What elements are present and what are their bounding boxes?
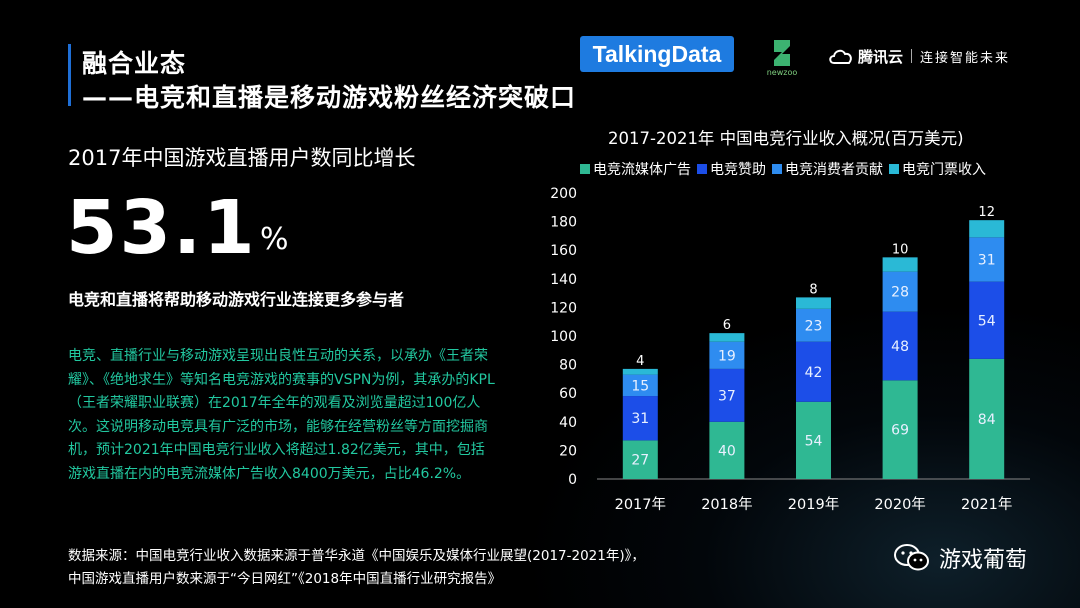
data-label: 23 bbox=[805, 318, 823, 334]
bar-segment bbox=[709, 333, 745, 342]
bar-segment bbox=[622, 374, 658, 397]
data-label: 27 bbox=[631, 453, 649, 469]
x-tick-label: 2021年 bbox=[961, 496, 1012, 513]
x-tick-label: 2018年 bbox=[701, 496, 752, 513]
legend-item: 电竞流媒体广告 bbox=[580, 159, 691, 179]
data-label: 6 bbox=[723, 318, 731, 333]
bar-segment bbox=[796, 308, 831, 342]
description-paragraph: 电竞、直播行业与移动游戏呈现出良性互动的关系，以承办《王者荣耀》、《绝地求生》等… bbox=[68, 348, 495, 482]
logo-divider bbox=[911, 49, 913, 63]
bar-segment bbox=[882, 380, 918, 479]
stacked-bar-chart: 0 20 40 60 80 100 120 140 160 180 200 27 31 15 4 2017年 4… bbox=[550, 186, 1030, 513]
bar-segment bbox=[796, 297, 831, 309]
bar-segment bbox=[882, 311, 918, 381]
y-tick-label: 140 bbox=[550, 272, 577, 288]
data-source-note: 数据来源：中国电竞行业收入数据来源于普华永道《中国娱乐及媒体行业展望(2017-… bbox=[68, 545, 645, 591]
page-title: 融合业态 bbox=[82, 49, 187, 78]
legend-item: 电竞赞助 bbox=[697, 159, 766, 179]
x-tick-label: 2017年 bbox=[615, 496, 666, 513]
y-tick-label: 20 bbox=[559, 443, 577, 459]
y-tick-label: 120 bbox=[550, 300, 577, 316]
data-label: 15 bbox=[631, 378, 649, 394]
bar-segment bbox=[622, 440, 658, 479]
y-tick-label: 80 bbox=[559, 358, 577, 374]
chart-title: 2017-2021年 中国电竞行业收入概况(百万美元) bbox=[608, 129, 964, 148]
chart-legend: 电竞流媒体广告 电竞赞助 电竞消费者贡献 电竞门票收入 bbox=[580, 159, 992, 179]
y-tick-label: 0 bbox=[568, 472, 577, 488]
source-line-1: 数据来源：中国电竞行业收入数据来源于普华永道《中国娱乐及媒体行业展望(2017-… bbox=[68, 548, 645, 564]
stat-label: 2017年中国游戏直播用户数同比增长 bbox=[68, 146, 416, 170]
x-tick-label: 2020年 bbox=[874, 496, 925, 513]
bar-segment bbox=[969, 358, 1005, 479]
y-tick-label: 100 bbox=[550, 329, 577, 345]
bar-segment bbox=[709, 341, 745, 369]
data-label: 48 bbox=[891, 339, 909, 355]
data-label: 8 bbox=[809, 282, 817, 297]
data-label: 19 bbox=[718, 348, 736, 364]
wechat-icon bbox=[894, 544, 929, 571]
legend-label: 电竞消费者贡献 bbox=[785, 162, 883, 178]
newzoo-logo-icon bbox=[774, 40, 790, 66]
legend-swatch bbox=[697, 164, 707, 174]
data-label: 42 bbox=[805, 365, 823, 381]
page-subtitle: ——电竞和直播是移动游戏粉丝经济突破口 bbox=[82, 83, 577, 112]
data-label: 37 bbox=[718, 388, 736, 404]
tencent-cloud-name: 腾讯云 bbox=[858, 47, 904, 66]
y-tick-label: 200 bbox=[550, 186, 577, 202]
tencent-cloud-logo: 腾讯云 连接智能未来 bbox=[828, 44, 1010, 68]
data-label: 31 bbox=[631, 411, 649, 427]
newzoo-logo-text: newzoo bbox=[766, 68, 798, 77]
data-label: 40 bbox=[718, 443, 736, 459]
source-line-2: 中国游戏直播用户数来源于“今日网红”《2018年中国直播行业研究报告》 bbox=[68, 571, 502, 587]
bar-segment bbox=[969, 281, 1005, 359]
data-label: 84 bbox=[978, 412, 996, 428]
bar-segment bbox=[969, 237, 1005, 282]
bar-segment bbox=[796, 401, 831, 479]
bar-segment bbox=[622, 368, 658, 375]
data-label: 10 bbox=[892, 242, 909, 257]
x-tick-label: 2019年 bbox=[788, 496, 839, 513]
legend-item: 电竞门票收入 bbox=[889, 159, 986, 179]
stat-value: 53.1 bbox=[66, 185, 257, 271]
bar-segment bbox=[796, 341, 831, 402]
bar-segment bbox=[709, 421, 745, 479]
legend-label: 电竞赞助 bbox=[710, 162, 766, 178]
legend-label: 电竞门票收入 bbox=[902, 162, 986, 178]
bar-segment bbox=[969, 220, 1005, 238]
title-accent-bar bbox=[68, 44, 71, 106]
wechat-account-name: 游戏葡萄 bbox=[939, 548, 1028, 573]
data-label: 4 bbox=[636, 354, 644, 369]
legend-swatch bbox=[580, 164, 590, 174]
y-tick-label: 40 bbox=[559, 415, 577, 431]
y-tick-label: 60 bbox=[559, 386, 577, 402]
bar-segment bbox=[882, 271, 918, 312]
tencent-cloud-slogan: 连接智能未来 bbox=[920, 50, 1011, 66]
legend-swatch bbox=[772, 164, 782, 174]
legend-label: 电竞流媒体广告 bbox=[593, 162, 691, 178]
wechat-account: 游戏葡萄 bbox=[893, 542, 1027, 574]
stat-unit: % bbox=[260, 222, 289, 257]
data-label: 28 bbox=[891, 285, 909, 301]
y-tick-label: 160 bbox=[550, 243, 577, 259]
data-label: 12 bbox=[978, 205, 995, 220]
bar-segment bbox=[709, 368, 745, 422]
bar-segment bbox=[622, 396, 658, 441]
data-label: 31 bbox=[978, 252, 996, 268]
data-label: 54 bbox=[978, 313, 996, 329]
y-tick-label: 180 bbox=[550, 215, 577, 231]
data-label: 54 bbox=[805, 433, 823, 449]
talkingdata-logo: TalkingData bbox=[580, 36, 734, 72]
bar-segment bbox=[882, 257, 918, 272]
section-heading: 电竞和直播将帮助移动游戏行业连接更多参与者 bbox=[68, 290, 405, 309]
legend-item: 电竞消费者贡献 bbox=[772, 159, 883, 179]
legend-swatch bbox=[889, 164, 899, 174]
cloud-icon bbox=[829, 49, 852, 64]
data-label: 69 bbox=[891, 423, 909, 439]
